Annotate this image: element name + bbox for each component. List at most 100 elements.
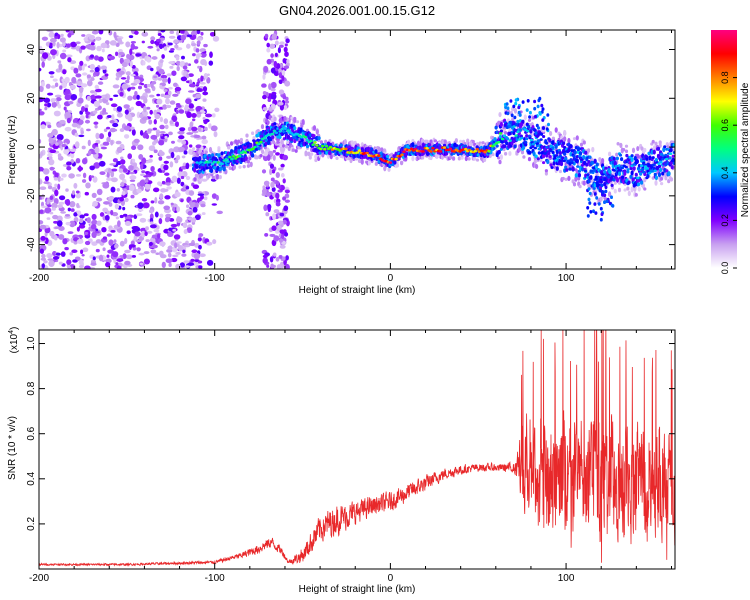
- spectrogram-cell: [527, 134, 532, 138]
- spectrogram-cell: [81, 106, 86, 113]
- spectrogram-cell: [55, 142, 59, 146]
- spectrogram-cell: [188, 73, 194, 77]
- spectrogram-cell: [92, 110, 98, 115]
- spectrogram-cell: [95, 37, 101, 41]
- spectrogram-cell: [143, 258, 150, 265]
- spectrogram-cell: [66, 259, 72, 265]
- spectrogram-cell: [184, 62, 189, 66]
- spectrogram-cell: [274, 40, 279, 46]
- spectrogram-cell: [218, 174, 222, 180]
- spectrogram-cell: [525, 108, 529, 112]
- spectrogram-cell: [50, 98, 56, 103]
- spectrogram-cell: [120, 77, 127, 80]
- spectrogram-cell: [634, 193, 638, 197]
- spectrogram-cell: [273, 235, 280, 242]
- spectrogram-cell: [593, 192, 597, 196]
- spectrogram-cell: [487, 149, 491, 153]
- spectrogram-cell: [561, 176, 565, 181]
- spectrogram-cell: [49, 211, 54, 215]
- spectrogram-cell: [632, 166, 636, 171]
- spectrogram-cell: [40, 151, 44, 157]
- spectrogram-cell: [151, 234, 159, 239]
- spectrogram-cell: [208, 159, 213, 163]
- spectrogram-cell: [124, 113, 132, 120]
- spectrogram-cell: [280, 173, 285, 178]
- spectrogram-cell: [525, 129, 530, 133]
- spectrogram-cell: [125, 41, 131, 48]
- spectrogram-cell: [308, 155, 312, 160]
- spectrogram-cell: [498, 112, 502, 118]
- spectrogram-cell: [558, 169, 563, 174]
- spectrogram-cell: [129, 179, 136, 182]
- spectrogram-cell: [40, 124, 46, 130]
- spectrogram-cell: [121, 61, 128, 68]
- spectrogram-cell: [639, 171, 643, 176]
- spectrogram-cell: [657, 162, 661, 165]
- spectrogram-cell: [593, 202, 597, 206]
- spectrogram-cell: [583, 169, 588, 173]
- spectrogram-cell: [589, 175, 593, 180]
- spectrogram-cell: [228, 155, 232, 159]
- spectrogram-cell: [165, 97, 170, 105]
- spectrogram-cell: [183, 260, 190, 263]
- spectrogram-cell: [595, 162, 599, 167]
- spectrogram-cell: [591, 146, 595, 153]
- spectrogram-cell: [67, 32, 72, 38]
- spectrogram-cell: [66, 117, 71, 124]
- spectrogram-cell: [138, 252, 145, 256]
- spectrogram-cell: [187, 90, 195, 93]
- spectrogram-cell: [542, 126, 545, 130]
- spectrogram-cell: [321, 144, 325, 148]
- spectrogram-cell: [232, 164, 236, 170]
- spectrogram-cell: [59, 119, 66, 125]
- spectrogram-cell: [41, 205, 48, 209]
- spectrogram-cell: [153, 149, 158, 154]
- spectrogram-cell: [183, 150, 188, 155]
- spectrogram-cell: [615, 156, 620, 161]
- spectrogram-cell: [513, 115, 517, 120]
- y-tick-label: 0.4: [26, 471, 37, 485]
- spectrogram-cell: [159, 59, 164, 64]
- spectrogram-cell: [129, 126, 135, 130]
- spectrogram-cell: [116, 265, 122, 269]
- spectrogram-cell: [275, 192, 280, 199]
- spectrogram-cell: [84, 240, 91, 246]
- spectrogram-cell: [174, 44, 179, 49]
- spectrogram-cell: [130, 106, 134, 111]
- spectrogram-cell: [495, 144, 499, 148]
- spectrogram-cell: [132, 46, 139, 50]
- spectrogram-cell: [189, 163, 193, 167]
- spectrogram-cell: [169, 120, 174, 125]
- spectrogram-cell: [158, 139, 165, 146]
- spectrogram-cell: [284, 144, 288, 149]
- spectrogram-cell: [668, 152, 673, 155]
- spectrogram-cell: [314, 158, 318, 163]
- spectrogram-cell: [189, 121, 194, 129]
- spectrogram-cell: [544, 171, 549, 176]
- spectrogram-cell: [207, 172, 211, 179]
- spectrogram-cell: [618, 153, 623, 157]
- spectrogram-cell: [57, 183, 61, 190]
- spectrogram-cell: [219, 166, 223, 171]
- spectrogram-cell: [647, 151, 651, 156]
- spectrogram-cell: [76, 210, 82, 215]
- spectrogram-cell: [119, 128, 125, 133]
- spectrogram-cell: [387, 167, 391, 172]
- spectrogram-cell: [226, 160, 230, 163]
- spectrogram-cell: [50, 49, 57, 56]
- spectrogram-cell: [269, 168, 273, 176]
- spectrogram-cell: [203, 119, 208, 125]
- spectrogram-cell: [657, 172, 662, 178]
- spectrogram-cell: [159, 241, 166, 247]
- spectrogram-cell: [655, 166, 660, 170]
- spectrogram-cell: [286, 129, 290, 132]
- spectrogram-cell: [217, 153, 221, 158]
- spectrogram-cell: [544, 169, 549, 173]
- spectrogram-cell: [150, 39, 155, 45]
- spectrogram-cell: [285, 255, 289, 261]
- spectrogram-cell: [311, 143, 315, 146]
- spectrogram-cell: [261, 83, 267, 88]
- spectrogram-cell: [206, 241, 213, 246]
- spectrogram-cell: [64, 246, 69, 251]
- spectrogram-cell: [131, 254, 137, 258]
